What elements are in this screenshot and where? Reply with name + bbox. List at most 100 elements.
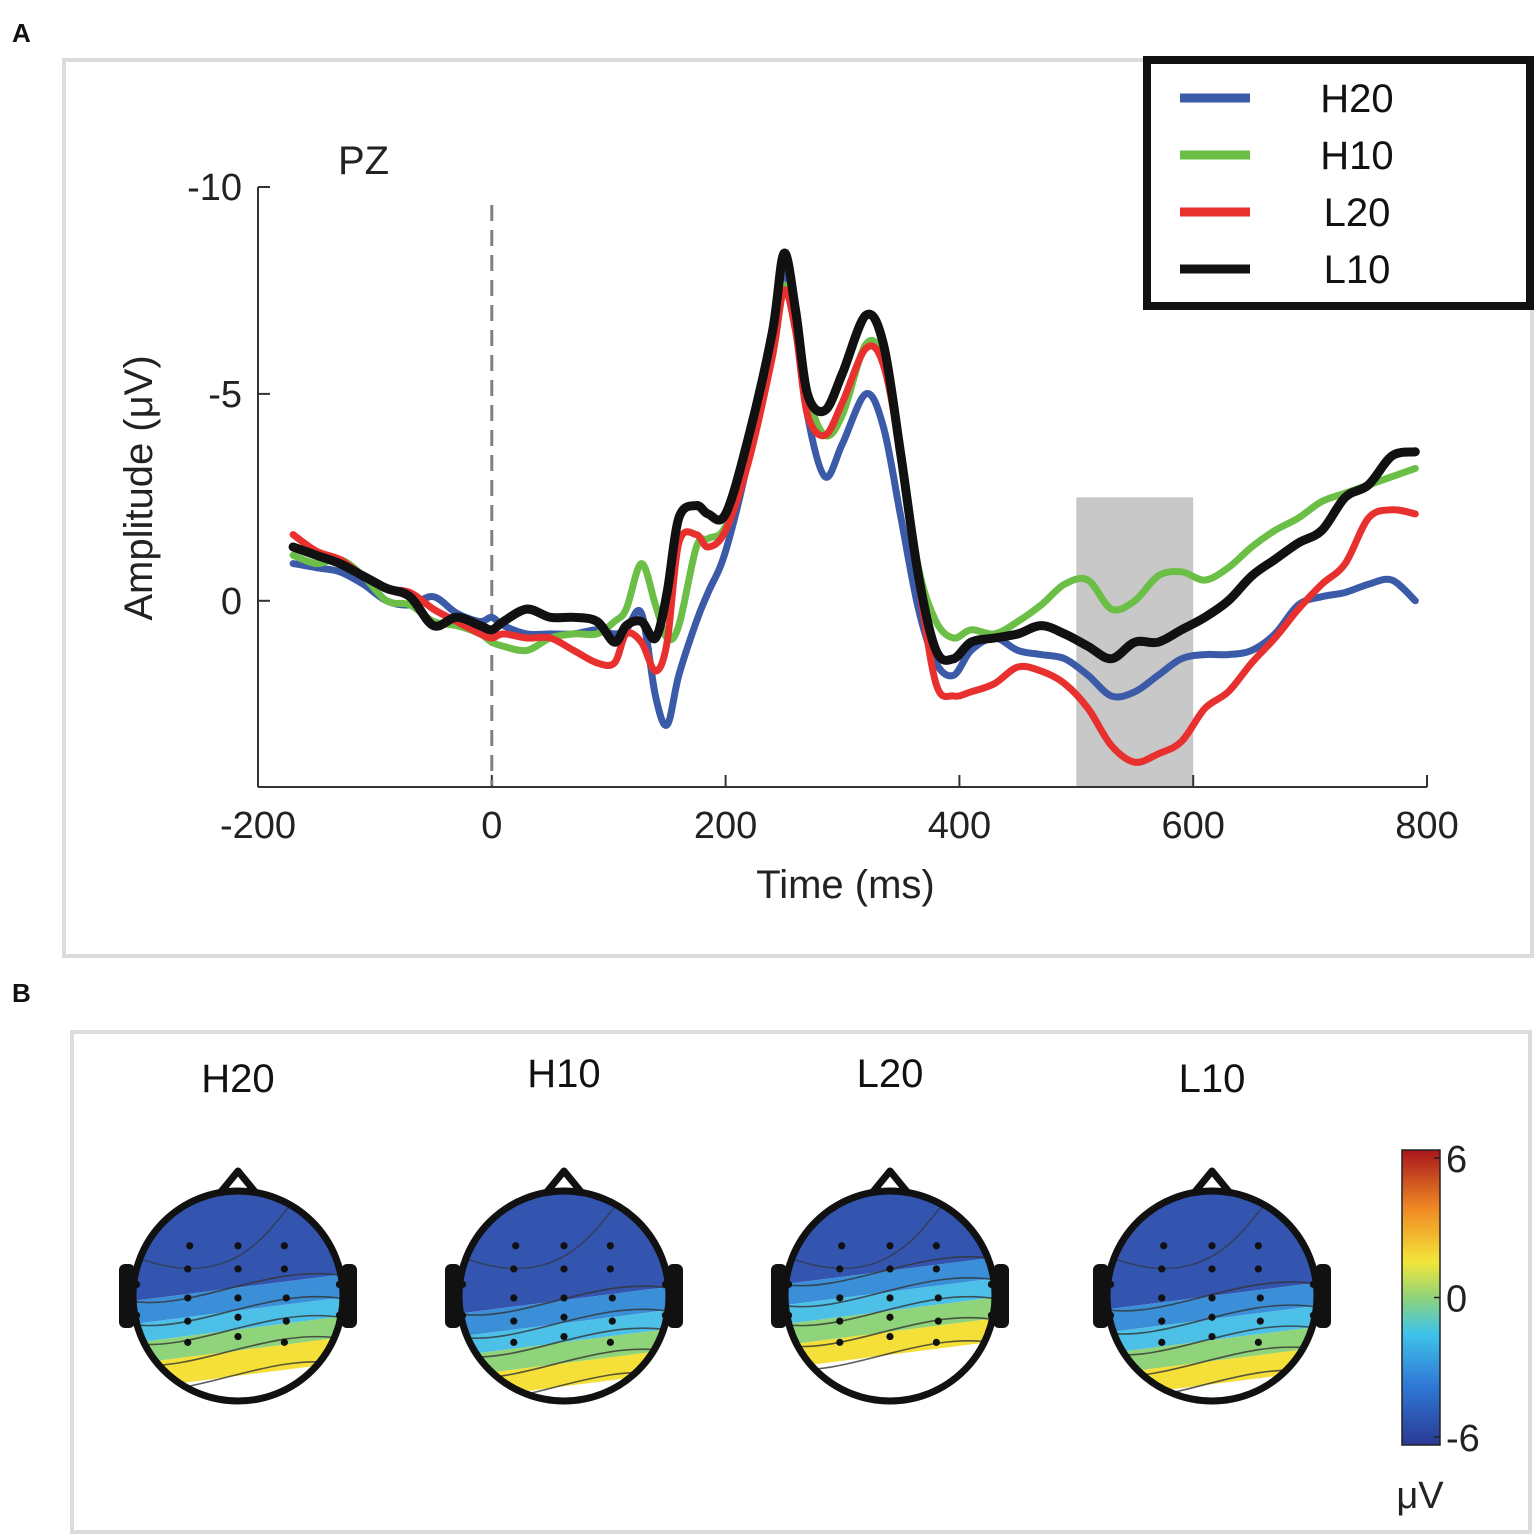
electrode-dot	[234, 1332, 242, 1341]
topomap-band	[459, 1309, 669, 1357]
electrode-dot	[1106, 1311, 1115, 1319]
electrode-dot	[1208, 1313, 1216, 1321]
electrode-dot	[184, 1265, 192, 1273]
topomap-band	[133, 1336, 343, 1390]
electrode-dot	[560, 1332, 568, 1341]
legend-label: L20	[1324, 191, 1391, 235]
colorbar-unit: μV	[1396, 1475, 1444, 1517]
electrode-dot	[608, 1317, 616, 1325]
electrode-dot	[184, 1317, 192, 1325]
head-outline	[1103, 1187, 1321, 1405]
electrode-dot	[1254, 1265, 1262, 1273]
topomap-l20: L20	[771, 1052, 1009, 1405]
topomap-band	[1107, 1305, 1317, 1355]
contour-line	[459, 1308, 669, 1339]
panel-a-frame	[62, 58, 1534, 958]
series-line-l10	[288, 248, 1420, 665]
x-tick-label: 600	[1161, 805, 1224, 847]
chart-title: PZ	[338, 139, 389, 183]
electrode-dot	[1160, 1242, 1168, 1250]
head-outline	[455, 1187, 673, 1405]
electrode-dot	[932, 1242, 940, 1250]
contour-line	[133, 1295, 343, 1327]
contour-line	[1107, 1325, 1317, 1356]
electrode-dot	[886, 1294, 894, 1302]
panel-a-letter: A	[12, 18, 31, 48]
electrode-dot	[661, 1311, 670, 1319]
x-tick-label: 800	[1395, 805, 1458, 847]
topomap-h20: H20	[119, 1057, 357, 1405]
electrode-dot	[606, 1265, 614, 1273]
colorbar-tick-label: -6	[1446, 1418, 1480, 1460]
electrode-dot	[934, 1294, 942, 1302]
head-outline	[129, 1187, 347, 1405]
electrode-dot	[987, 1311, 996, 1319]
electrode-dot	[1158, 1338, 1166, 1346]
topomap-band	[1107, 1282, 1317, 1334]
electrode-dot	[234, 1265, 242, 1273]
electrode-dot	[608, 1294, 616, 1302]
electrode-dot	[458, 1311, 467, 1319]
y-axis-label: Amplitude (μV)	[117, 355, 161, 620]
topomap-band	[785, 1256, 995, 1306]
electrode-dot	[234, 1294, 242, 1302]
topomap-label: L10	[1179, 1057, 1246, 1101]
electrode-dot	[836, 1294, 844, 1302]
contour-line	[785, 1256, 995, 1287]
series-line-l20	[289, 286, 1419, 766]
topomap-band	[459, 1286, 669, 1338]
electrode-dot	[1208, 1332, 1216, 1341]
legend-label: L10	[1324, 248, 1391, 292]
colorbar	[1401, 1149, 1441, 1446]
electrode-dot	[280, 1242, 288, 1250]
electrode-dot	[280, 1265, 288, 1273]
panel-b-frame	[70, 1030, 1532, 1534]
electrode-dot	[458, 1280, 467, 1289]
electrode-dot	[184, 1294, 192, 1302]
contour-line	[785, 1277, 995, 1308]
contour-line	[1107, 1281, 1317, 1312]
topomap-band	[785, 1191, 995, 1285]
colorbar-tick-label: 0	[1446, 1279, 1467, 1321]
electrode-dot	[510, 1294, 518, 1302]
x-tick-label: 0	[481, 805, 502, 847]
topomap-band	[1107, 1326, 1317, 1376]
electrode-dot	[1309, 1280, 1318, 1289]
x-tick-label: 200	[694, 805, 757, 847]
colorbar-tick-label: 6	[1446, 1139, 1467, 1181]
contour-line	[1107, 1304, 1317, 1335]
electrode-dot	[132, 1280, 141, 1289]
electrode-dot	[836, 1338, 844, 1346]
electrode-dot	[886, 1242, 894, 1250]
electrode-dot	[836, 1317, 844, 1325]
electrode-dot	[560, 1294, 568, 1302]
nose-outline	[869, 1167, 911, 1196]
electrode-dot	[234, 1313, 242, 1321]
electrode-dot	[282, 1294, 290, 1302]
electrode-dot	[1158, 1317, 1166, 1325]
electrode-dot	[186, 1242, 194, 1250]
electrode-dot	[280, 1338, 288, 1346]
x-tick-label: -200	[220, 805, 296, 847]
topomap-l10: L10	[1093, 1057, 1331, 1405]
y-tick-label: -5	[208, 374, 242, 416]
nose-outline	[217, 1167, 259, 1196]
topomap-label: H10	[527, 1052, 600, 1096]
electrode-dot	[1254, 1338, 1262, 1346]
electrode-dot	[886, 1313, 894, 1321]
contour-line	[459, 1327, 669, 1358]
electrode-dot	[132, 1311, 141, 1319]
electrode-dot	[1208, 1242, 1216, 1250]
electrode-dot	[606, 1242, 614, 1250]
electrode-dot	[510, 1317, 518, 1325]
electrode-dot	[1256, 1294, 1264, 1302]
topomap-label: H20	[201, 1057, 274, 1101]
head-outline	[781, 1187, 999, 1405]
x-axis-label: Time (ms)	[756, 863, 934, 907]
electrode-dot	[606, 1338, 614, 1346]
electrode-dot	[510, 1338, 518, 1346]
topomap-h10: H10	[445, 1052, 683, 1405]
electrode-dot	[1208, 1294, 1216, 1302]
x-tick-label: 400	[928, 805, 991, 847]
